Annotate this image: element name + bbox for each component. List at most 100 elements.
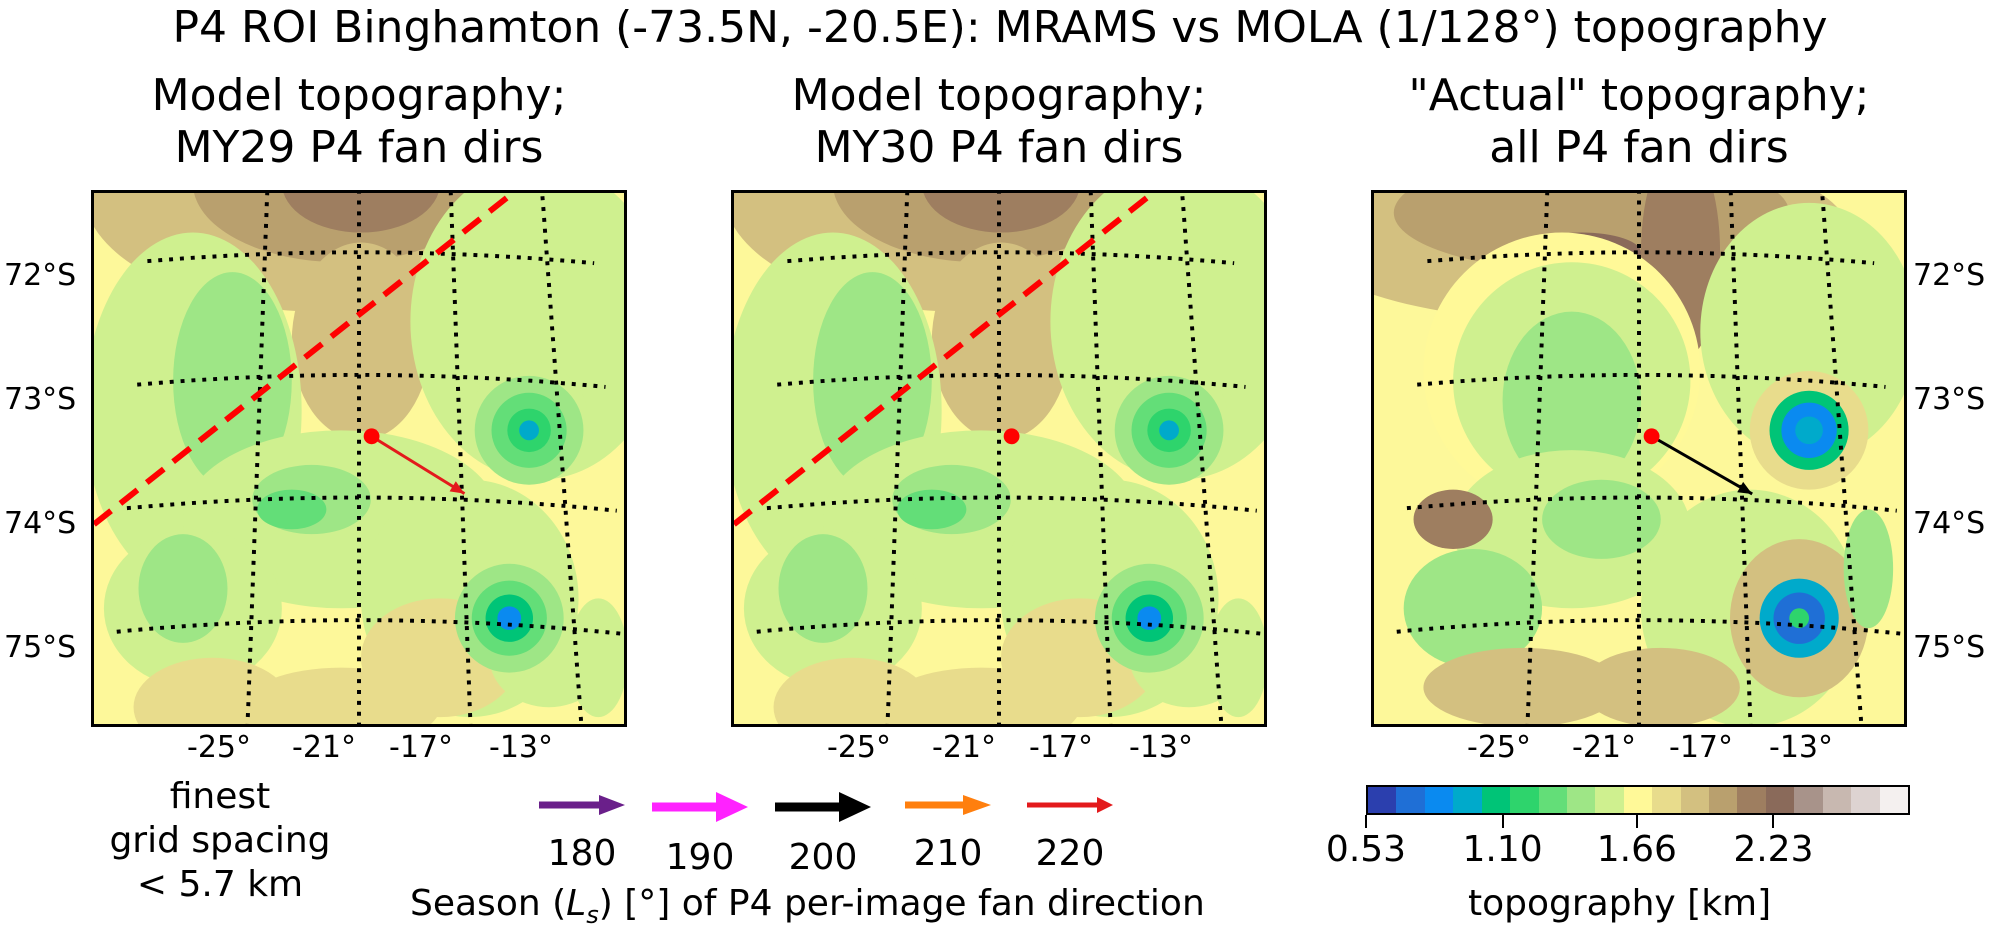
latitude-gridline xyxy=(777,372,1246,389)
terrain-contour xyxy=(1423,647,1622,724)
colorbar-tick xyxy=(1772,815,1775,828)
fan-direction-arrow xyxy=(1650,434,1753,496)
terrain-contour xyxy=(138,534,228,643)
lat-label-74: 74°S xyxy=(4,506,77,541)
terrain-contour xyxy=(1843,509,1894,629)
colorbar-segment xyxy=(1822,787,1852,813)
colorbar-segment xyxy=(1879,787,1909,813)
legend-label-190: 190 xyxy=(665,837,735,878)
note-line-3: < 5.7 km xyxy=(136,864,304,905)
legend-title-subscript: s xyxy=(586,901,599,930)
dashed-boundary-line xyxy=(734,193,1158,527)
colorbar-segment xyxy=(1709,787,1738,813)
arrow-legend-title: Season (Ls) [°] of P4 per-image fan dire… xyxy=(410,882,1205,937)
latitude-gridline xyxy=(1417,372,1886,389)
legend-item-190: 190 xyxy=(650,790,750,878)
panel-1-title-line2: MY29 P4 fan dirs xyxy=(174,122,544,173)
legend-title-post: ) [°] of P4 per-image fan direction xyxy=(598,883,1205,924)
colorbar-segment xyxy=(1794,787,1823,813)
longitude-gridline xyxy=(885,193,910,724)
terrain-contour xyxy=(1795,416,1823,445)
lon-label-p1--21: -21° xyxy=(292,730,356,765)
colorbar-tick xyxy=(1365,815,1367,828)
colorbar-tick-label: 1.10 xyxy=(1462,829,1543,870)
fan-direction-arrow xyxy=(370,435,466,495)
colorbar-segment xyxy=(1538,787,1567,813)
legend-label-180: 180 xyxy=(547,833,617,874)
fan-arrow-head xyxy=(449,481,465,494)
colorbar-segment xyxy=(1765,787,1795,813)
lon-label-p3--21: -21° xyxy=(1572,730,1636,765)
longitude-gridline xyxy=(448,193,473,724)
panel-3-title: "Actual" topography; all P4 fan dirs xyxy=(1371,70,1907,174)
lat-label-right-73: 73°S xyxy=(1913,382,1986,417)
colorbar-segment xyxy=(1623,787,1653,813)
legend-title-symbol: L xyxy=(566,883,587,924)
terrain-contour xyxy=(497,606,522,631)
latitude-gridline xyxy=(1427,250,1875,266)
panel-2-title-line1: Model topography; xyxy=(791,70,1207,121)
lon-label-p3--13: -13° xyxy=(1769,730,1833,765)
colorbar-tick-label: 1.66 xyxy=(1596,829,1677,870)
terrain-contour xyxy=(778,534,868,643)
colorbar-segment xyxy=(1424,787,1454,813)
map-panel-my29 xyxy=(91,190,627,727)
colorbar-segment xyxy=(1481,787,1511,813)
colorbar-segment xyxy=(1652,787,1681,813)
legend-arrow-180 xyxy=(539,795,625,815)
terrain-contour xyxy=(257,489,327,530)
roi-point-marker xyxy=(1643,428,1660,445)
colorbar-tick xyxy=(1501,815,1504,828)
colorbar-tick xyxy=(1635,815,1638,828)
colorbar-segment xyxy=(1453,787,1482,813)
lon-label-p1--13: -13° xyxy=(489,730,553,765)
legend-item-200: 200 xyxy=(773,790,873,878)
legend-arrow-220 xyxy=(1027,797,1113,813)
longitude-gridline xyxy=(245,193,270,724)
lon-label-p1--17: -17° xyxy=(389,730,453,765)
legend-item-210: 210 xyxy=(898,790,998,874)
lon-label-p2--13: -13° xyxy=(1129,730,1193,765)
terrain-contour xyxy=(291,242,431,441)
terrain-contour xyxy=(1542,479,1661,559)
terrain-contour xyxy=(1581,647,1740,724)
latitude-gridline xyxy=(137,372,606,389)
panel-2-title: Model topography; MY30 P4 fan dirs xyxy=(731,70,1267,174)
colorbar-label: topography [km] xyxy=(1468,883,1772,924)
legend-arrow-210 xyxy=(905,795,991,815)
latitude-gridline xyxy=(116,618,624,636)
roi-point-marker xyxy=(1003,428,1020,445)
colorbar-segment xyxy=(1737,787,1766,813)
terrain-contour xyxy=(882,667,1081,724)
legend-title-pre: Season ( xyxy=(410,883,567,924)
longitude-gridline xyxy=(1525,193,1550,724)
panel-2-title-line2: MY30 P4 fan dirs xyxy=(814,122,1184,173)
terrain-contour xyxy=(1159,420,1179,441)
lon-label-p2--17: -17° xyxy=(1029,730,1093,765)
terrain-contour xyxy=(242,667,441,724)
colorbar-tick-label: 0.53 xyxy=(1325,829,1407,870)
lat-label-75: 75°S xyxy=(4,630,77,665)
map-panel-my30 xyxy=(731,190,1267,727)
colorbar-segment xyxy=(1396,787,1425,813)
fan-arrow-head xyxy=(1737,481,1753,494)
colorbar-segment xyxy=(1368,787,1397,813)
terrain-contour xyxy=(1789,608,1810,629)
legend-arrow-190 xyxy=(652,792,748,822)
colorbar-tick-label: 2.23 xyxy=(1733,829,1814,870)
lat-label-72: 72°S xyxy=(4,258,77,293)
dashed-boundary-line xyxy=(94,193,518,527)
panel-1-title: Model topography; MY29 P4 fan dirs xyxy=(91,70,627,174)
map-panel-actual xyxy=(1371,190,1907,727)
latitude-gridline xyxy=(1396,618,1904,636)
colorbar-segment xyxy=(1680,787,1710,813)
longitude-gridline xyxy=(1728,193,1753,724)
panel-1-title-line1: Model topography; xyxy=(151,70,567,121)
roi-point-marker xyxy=(363,428,380,445)
legend-label-220: 220 xyxy=(1035,833,1105,874)
latitude-gridline xyxy=(787,250,1235,266)
terrain-contour xyxy=(931,242,1071,441)
terrain-contour xyxy=(1137,606,1162,631)
figure-title: P4 ROI Binghamton (-73.5N, -20.5E): MRAM… xyxy=(172,2,1828,53)
latitude-gridline xyxy=(756,618,1264,636)
